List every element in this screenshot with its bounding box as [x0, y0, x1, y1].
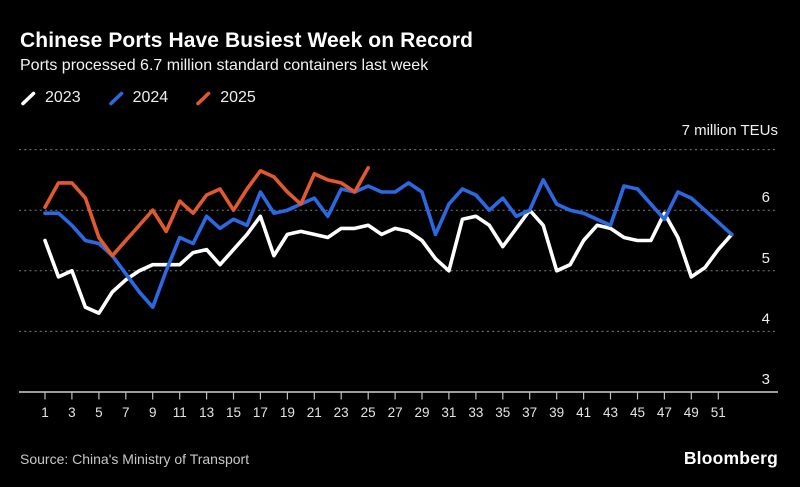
x-tick-label: 3 [68, 405, 76, 420]
source-note: Source: China's Ministry of Transport [20, 451, 250, 467]
series-line-2024 [43, 178, 734, 310]
chart-subtitle: Ports processed 6.7 million standard con… [20, 57, 429, 74]
y-tick-label: 5 [762, 250, 770, 267]
x-tick-label: 35 [495, 405, 510, 420]
x-tick-label: 49 [684, 405, 699, 420]
x-tick-label: 9 [149, 405, 157, 420]
legend-item-2024: 2024 [108, 89, 169, 107]
x-tick-label: 41 [576, 405, 591, 420]
y-tick-label: 4 [762, 310, 770, 327]
x-tick-label: 29 [414, 405, 429, 420]
y-tick-label: 6 [762, 189, 770, 206]
legend-item-label: 2023 [45, 89, 81, 106]
x-tick-label: 37 [522, 405, 537, 420]
y-axis-unit-label: 7 million TEUs [681, 122, 778, 139]
series-line-2023 [43, 208, 734, 316]
x-tick-label: 21 [307, 405, 322, 420]
legend-item-2023: 2023 [20, 89, 81, 107]
page-title: Chinese Ports Have Busiest Week on Recor… [20, 29, 474, 52]
legend-swatch-icon [196, 91, 211, 105]
bloomberg-logo: Bloomberg [683, 448, 778, 468]
chart-legend: 2023 2024 2025 [20, 89, 256, 107]
x-tick-label: 1 [41, 405, 49, 420]
series-line-2025 [43, 166, 371, 258]
x-tick-label: 13 [199, 405, 214, 420]
x-tick-label: 17 [253, 405, 268, 420]
x-tick-label: 47 [657, 405, 672, 420]
x-tick-label: 11 [173, 405, 187, 420]
legend-swatch-icon [108, 91, 123, 105]
x-tick-label: 25 [361, 405, 376, 420]
legend-item-label: 2024 [132, 89, 169, 106]
x-tick-label: 45 [630, 405, 645, 420]
x-tick-label: 31 [441, 405, 456, 420]
legend-swatch-icon [21, 91, 36, 105]
x-tick-label: 23 [334, 405, 349, 420]
x-tick-label: 39 [549, 405, 564, 420]
x-tick-label: 43 [603, 405, 618, 420]
x-tick-label: 5 [95, 405, 103, 420]
x-tick-label: 51 [711, 405, 726, 420]
x-tick-label: 7 [122, 405, 130, 420]
x-tick-label: 33 [468, 405, 483, 420]
x-tick-label: 15 [226, 405, 241, 420]
x-tick-label: 27 [388, 405, 403, 420]
legend-item-label: 2025 [220, 89, 256, 106]
y-tick-label: 3 [762, 371, 770, 388]
x-tick-label: 19 [280, 405, 295, 420]
legend-item-2025: 2025 [195, 89, 256, 107]
